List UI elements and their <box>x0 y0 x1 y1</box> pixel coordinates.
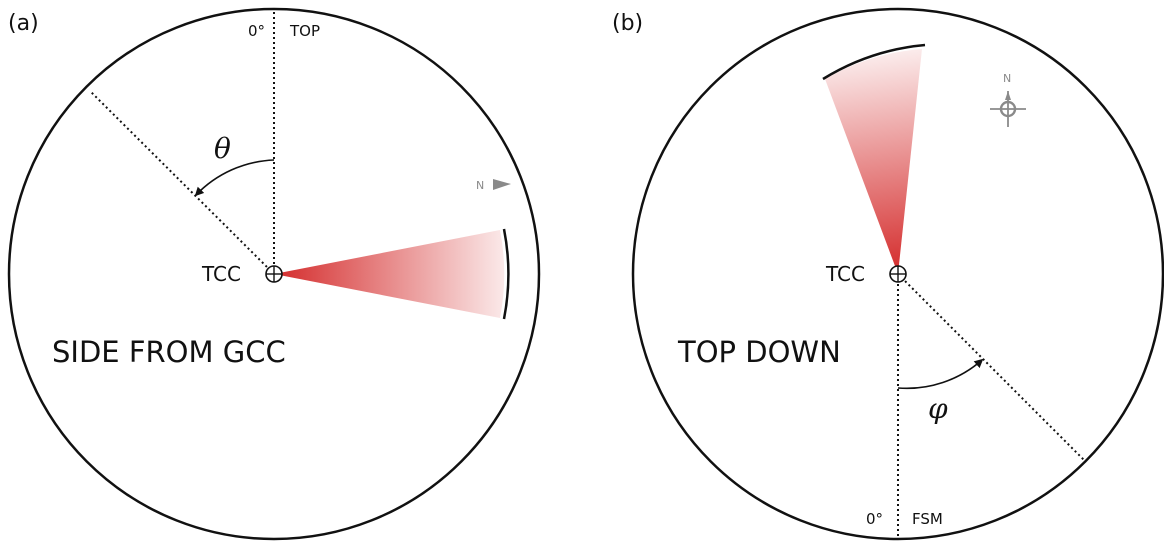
panel-b-circle <box>631 7 1164 541</box>
crosshair-icon <box>265 265 283 283</box>
fsm-label: FSM <box>912 510 943 528</box>
theta-symbol: θ <box>214 132 231 165</box>
zero-degree-label: 0° <box>248 22 265 40</box>
beam-wedge-top-arc <box>822 43 926 81</box>
beam-wedge-side <box>274 230 505 318</box>
phi-direction-line <box>897 273 1087 463</box>
panel-b-caption: TOP DOWN <box>677 335 841 369</box>
compass-icon <box>990 91 1026 127</box>
panel-a: (a) 0° TOP θ N TCC SIDE FROM GCC <box>7 7 541 541</box>
phi-symbol: φ <box>928 392 948 425</box>
tcc-label-a: TCC <box>201 262 241 286</box>
phi-arc <box>897 358 984 390</box>
beam-wedge-top <box>825 49 922 274</box>
panel-a-caption: SIDE FROM GCC <box>52 335 286 369</box>
crosshair-icon <box>889 265 907 283</box>
north-label-b: N <box>1003 72 1011 85</box>
beam-wedge-side-arc <box>502 228 510 320</box>
north-label-a: N <box>476 179 484 192</box>
panel-a-label: (a) <box>8 11 39 36</box>
panel-b: (b) N φ TCC TOP DOWN 0° FSM <box>612 7 1164 541</box>
theta-arc <box>194 159 275 197</box>
theta-direction-line <box>89 90 275 275</box>
panel-b-label: (b) <box>612 11 643 36</box>
zero-degree-label-b: 0° <box>866 510 883 528</box>
tcc-label-b: TCC <box>825 262 865 286</box>
panel-a-circle <box>7 7 541 541</box>
top-label: TOP <box>289 22 320 40</box>
north-arrow-icon <box>493 179 511 190</box>
